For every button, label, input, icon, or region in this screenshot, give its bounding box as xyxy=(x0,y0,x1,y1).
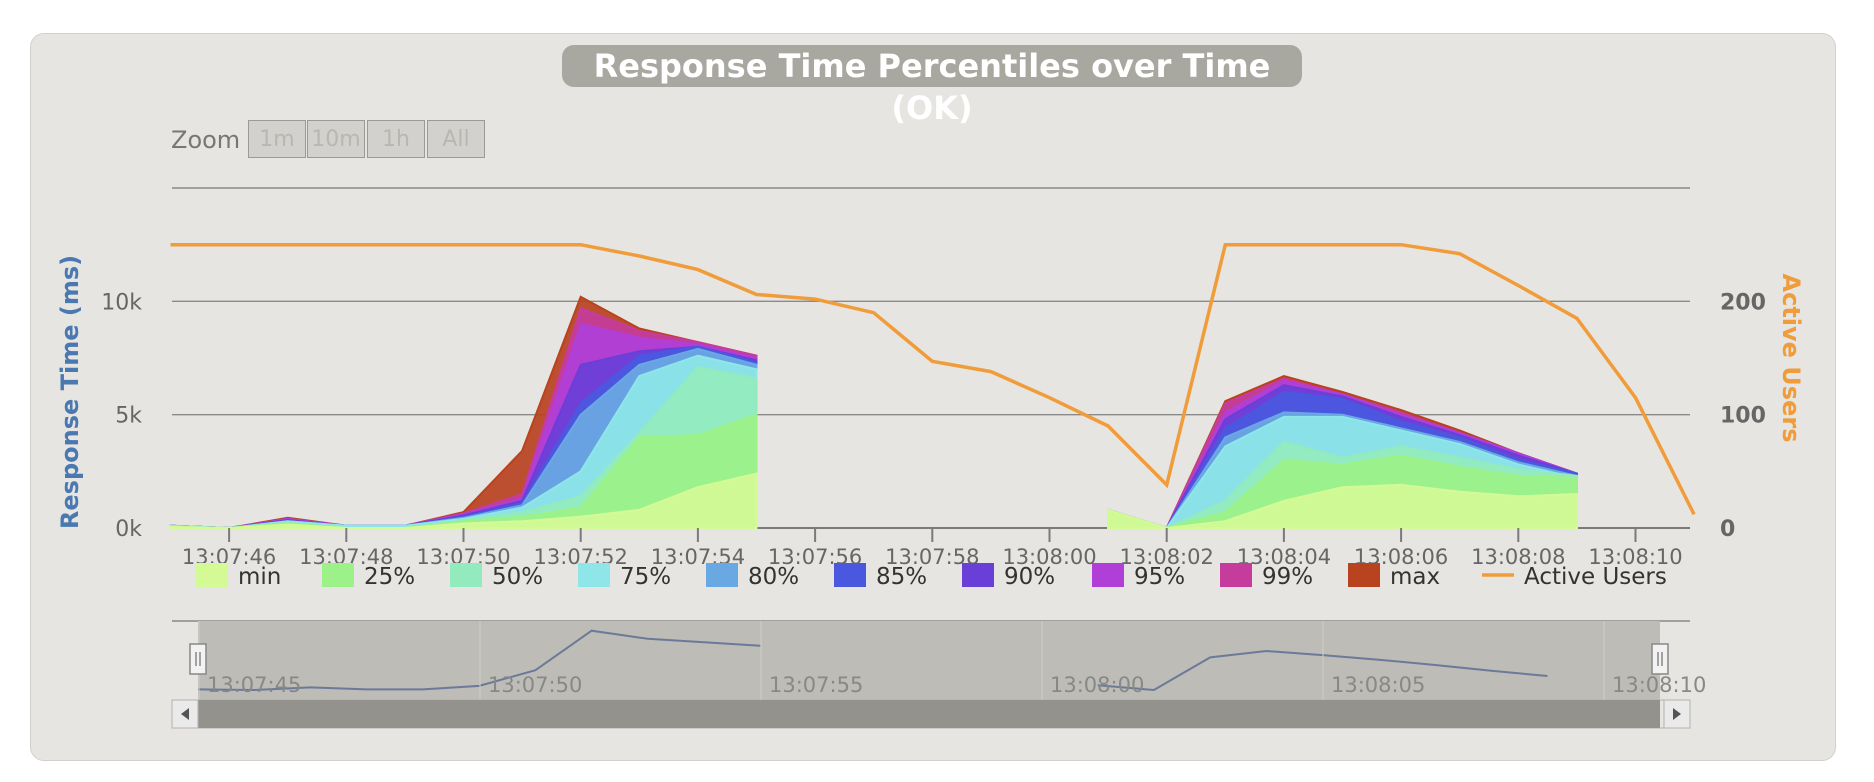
legend-item[interactable]: 50% xyxy=(450,563,543,590)
y2-tick-label: 0 xyxy=(1720,517,1735,542)
navigator-left-handle[interactable] xyxy=(189,643,207,675)
navigator-tick-label: 13:08:00 xyxy=(1050,673,1144,697)
y-tick-label: 10k xyxy=(101,290,142,315)
legend-label: 85% xyxy=(876,564,927,590)
x-tick-label: 13:08:04 xyxy=(1237,545,1331,569)
scrollbar-thumb[interactable] xyxy=(198,700,1660,728)
legend-label: Active Users xyxy=(1524,564,1667,590)
legend-item[interactable]: 90% xyxy=(962,563,1055,590)
scroll-right-button[interactable] xyxy=(1663,699,1691,729)
navigator-tick-label: 13:07:45 xyxy=(207,673,301,697)
chart-title: Response Time Percentiles over Time (OK) xyxy=(562,45,1302,127)
zoom-10m-button[interactable]: 10m xyxy=(307,120,365,158)
legend-label: min xyxy=(238,564,281,590)
zoom-1m-button[interactable]: 1m xyxy=(248,120,306,158)
zoom-all-button[interactable]: All xyxy=(427,120,485,158)
y2-tick-label: 200 xyxy=(1720,290,1766,315)
legend-label: max xyxy=(1390,564,1440,590)
legend-label: 50% xyxy=(492,564,543,590)
legend-item[interactable]: max xyxy=(1348,563,1440,590)
legend-swatch xyxy=(578,563,610,587)
navigator-tick-label: 13:07:55 xyxy=(769,673,863,697)
navigator-tick-label: 13:08:05 xyxy=(1331,673,1425,697)
chevron-left-icon xyxy=(181,708,189,720)
legend-label: 95% xyxy=(1134,564,1185,590)
legend-swatch xyxy=(834,563,866,587)
legend-swatch xyxy=(450,563,482,587)
legend-item[interactable]: 80% xyxy=(706,563,799,590)
legend-item[interactable]: Active Users xyxy=(1482,564,1667,590)
y2-tick-label: 100 xyxy=(1720,404,1766,429)
legend-label: 25% xyxy=(364,564,415,590)
legend-label: 90% xyxy=(1004,564,1055,590)
navigator-right-handle[interactable] xyxy=(1651,643,1669,675)
legend-swatch xyxy=(1092,563,1124,587)
x-tick-label: 13:08:02 xyxy=(1120,545,1214,569)
legend-item[interactable]: 99% xyxy=(1220,563,1313,590)
legend-item[interactable]: 85% xyxy=(834,563,927,590)
legend-item[interactable]: 95% xyxy=(1092,563,1185,590)
chevron-right-icon xyxy=(1673,708,1681,720)
scroll-left-button[interactable] xyxy=(171,699,199,729)
x-tick-label: 13:08:00 xyxy=(1002,545,1096,569)
x-tick-label: 13:08:08 xyxy=(1471,545,1565,569)
active-users-line xyxy=(170,242,1696,516)
legend-swatch xyxy=(1348,563,1380,587)
y-axis-label: Response Time (ms) xyxy=(56,255,84,529)
navigator-series-line xyxy=(197,629,761,692)
y-tick-label: 0k xyxy=(115,517,142,542)
legend-item[interactable]: min xyxy=(196,563,281,590)
navigator-tick-label: 13:07:50 xyxy=(488,673,582,697)
y-tick-label: 5k xyxy=(115,404,142,429)
legend-swatch xyxy=(1220,563,1252,587)
legend-swatch xyxy=(196,563,228,587)
legend-item[interactable]: 25% xyxy=(322,563,415,590)
x-tick-label: 13:08:10 xyxy=(1588,545,1682,569)
navigator-tick-label: 13:08:10 xyxy=(1612,673,1706,697)
legend-swatch xyxy=(322,563,354,587)
navigator-selection[interactable] xyxy=(198,621,1660,700)
legend-label: 80% xyxy=(748,564,799,590)
legend-label: 99% xyxy=(1262,564,1313,590)
legend-swatch xyxy=(962,563,994,587)
legend-swatch xyxy=(706,563,738,587)
area-min xyxy=(1107,483,1578,530)
y2-axis-label: Active Users xyxy=(1777,274,1805,443)
zoom-1h-button[interactable]: 1h xyxy=(367,120,425,158)
zoom-label: Zoom xyxy=(171,126,241,154)
area-min xyxy=(169,472,758,530)
legend-label: 75% xyxy=(620,564,671,590)
legend-item[interactable]: 75% xyxy=(578,563,671,590)
